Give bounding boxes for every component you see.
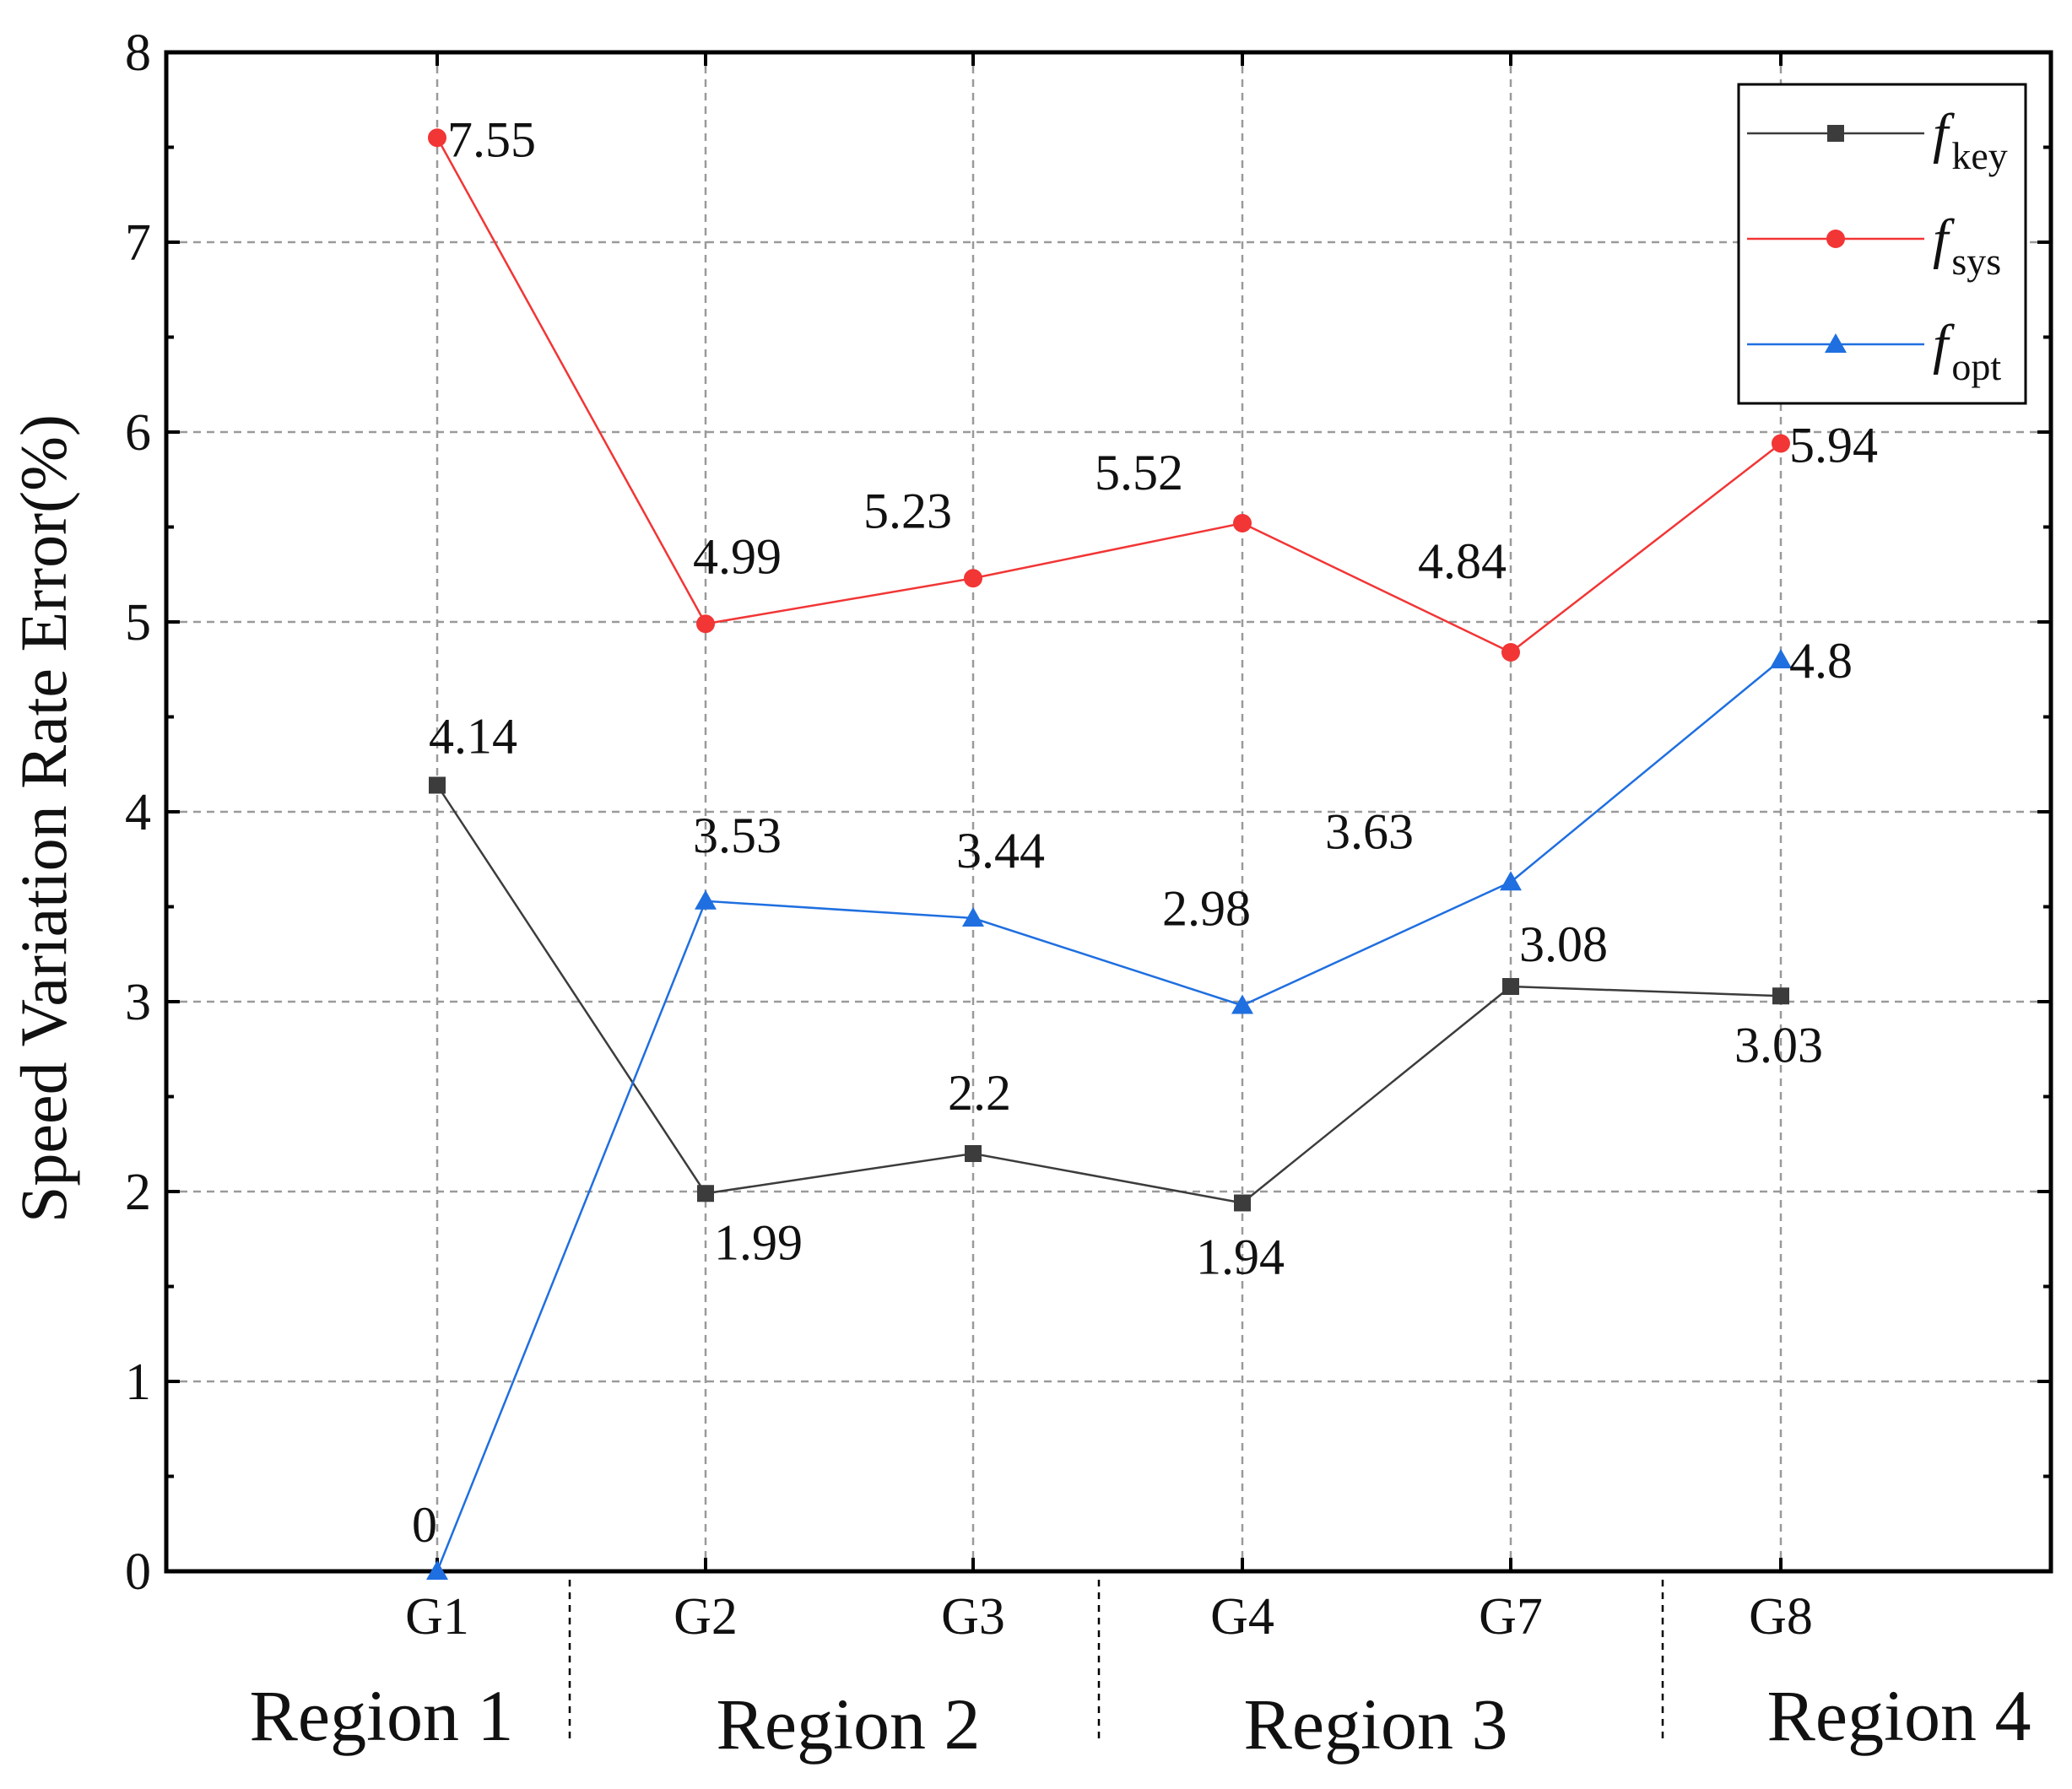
series-opt [426, 649, 1792, 1580]
series-line-key [435, 784, 1782, 1204]
x-tick-label-G7: G7 [1479, 1588, 1543, 1646]
data-label-sys-G1: 7.55 [447, 111, 536, 167]
data-label-key-G2: 1.99 [714, 1214, 803, 1270]
y-tick-label-4: 4 [125, 784, 151, 841]
data-point-opt-G2 [695, 889, 717, 910]
data-label-key-G7: 3.08 [1519, 916, 1608, 972]
data-point-opt-G7 [1500, 871, 1522, 891]
series-sys [428, 128, 1790, 662]
data-point-opt-G8 [1770, 649, 1792, 668]
data-label-sys-G4: 5.52 [1095, 445, 1183, 500]
data-label-opt-G3: 3.44 [956, 823, 1045, 878]
x-tick-label-G2: G2 [674, 1588, 738, 1646]
y-tick-label-8: 8 [125, 24, 151, 82]
data-label-sys-G8: 5.94 [1789, 418, 1878, 473]
data-point-sys-G2 [696, 614, 715, 634]
data-label-opt-G7: 3.63 [1325, 803, 1414, 859]
data-point-sys-G8 [1772, 434, 1790, 453]
data-point-opt-G1 [426, 1560, 448, 1580]
data-point-key-G4 [1234, 1194, 1251, 1212]
y-tick-label-7: 7 [125, 214, 151, 272]
region-separators [568, 1580, 1664, 1738]
data-label-key-G1: 4.14 [429, 709, 517, 765]
legend-subscript-opt: opt [1951, 345, 2001, 388]
y-tick-label-0: 0 [125, 1543, 151, 1601]
x-tick-label-G1: G1 [405, 1588, 469, 1646]
axes: 0 1 2 3 4 5 6 7 8 G1 G2 G3 G4 G7 G8 Region 1 Region 2 Reg… [125, 24, 2053, 1765]
data-point-key-G3 [965, 1145, 982, 1162]
y-tick-label-2: 2 [125, 1164, 151, 1221]
data-point-sys-G7 [1501, 643, 1520, 662]
data-point-sys-G1 [428, 128, 446, 148]
data-label-key-G8: 3.03 [1734, 1017, 1823, 1073]
region-label-2: Region 2 [717, 1684, 981, 1765]
data-point-key-G1 [429, 776, 446, 794]
legend-box [1737, 83, 2027, 405]
y-tick-label-6: 6 [125, 404, 151, 462]
legend-label-opt: fopt [1933, 314, 2001, 388]
data-label-opt-G4: 2.98 [1162, 881, 1251, 937]
data-label-sys-G2: 4.99 [693, 528, 782, 584]
x-tick-label-G3: G3 [941, 1588, 1005, 1646]
legend-label-key: fkey [1933, 103, 2008, 177]
y-tick-label-1: 1 [125, 1354, 151, 1411]
data-label-opt-G1: 0 [412, 1497, 437, 1553]
series-lines [426, 128, 1792, 1580]
region-label-3: Region 3 [1244, 1684, 1508, 1765]
data-label-sys-G3: 5.23 [863, 483, 952, 538]
data-label-opt-G8: 4.8 [1789, 633, 1853, 689]
data-point-key-G2 [697, 1185, 714, 1203]
data-label-key-G3: 2.2 [948, 1065, 1011, 1121]
y-axis-label: Speed Variation Rate Error(%) [7, 414, 80, 1223]
x-tick-label-G8: G8 [1749, 1588, 1813, 1646]
data-point-key-G7 [1502, 978, 1519, 995]
legend-subscript-sys: sys [1951, 240, 2001, 283]
data-point-sys-G3 [964, 569, 982, 588]
data-point-key-G8 [1772, 987, 1789, 1005]
legend-marker-sys [1826, 230, 1845, 248]
data-label-key-G4: 1.94 [1196, 1230, 1285, 1285]
data-label-sys-G7: 4.84 [1418, 533, 1507, 589]
data-point-sys-G4 [1233, 514, 1252, 532]
grid-lines [166, 52, 2051, 1571]
data-point-opt-G4 [1231, 994, 1253, 1014]
y-tick-label-3: 3 [125, 974, 151, 1031]
data-point-opt-G3 [962, 907, 984, 927]
legend-subscript-key: key [1951, 134, 2007, 177]
series-line-sys [435, 137, 1782, 654]
x-tick-label-G4: G4 [1210, 1588, 1274, 1646]
series-key [429, 776, 1789, 1212]
series-line-opt [435, 659, 1782, 1572]
legend-marker-key [1827, 125, 1844, 142]
data-labels: 4.14 1.99 2.2 1.94 3.08 3.03 7.55 4.99 5.23 5.52 4… [412, 111, 1878, 1553]
region-label-1: Region 1 [250, 1675, 514, 1756]
y-tick-label-5: 5 [125, 594, 151, 651]
region-label-4: Region 4 [1767, 1675, 2031, 1756]
data-label-opt-G2: 3.53 [693, 808, 782, 863]
legend-marker-opt [1825, 333, 1847, 353]
